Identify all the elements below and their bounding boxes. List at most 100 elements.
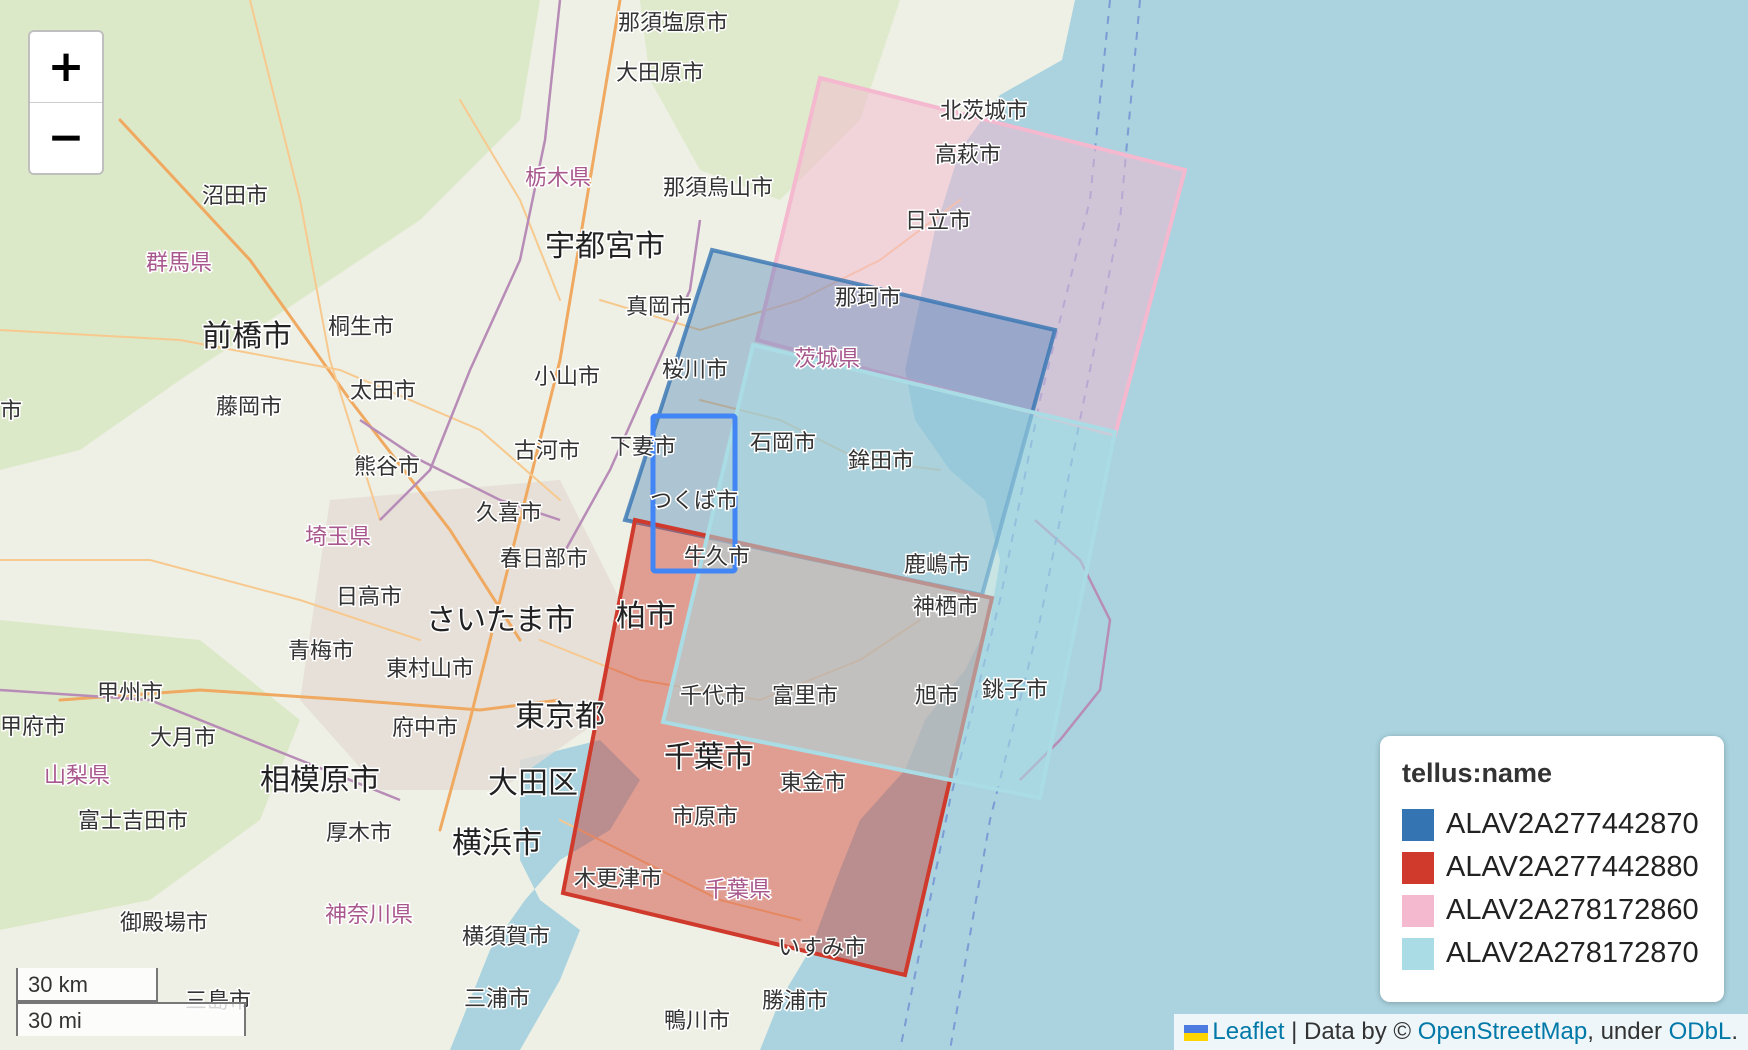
forest-area xyxy=(0,0,540,470)
place-label: 下妻市 xyxy=(610,435,676,460)
legend-title: tellus:name xyxy=(1402,758,1553,788)
place-labels: 那須塩原市 大田原市 北茨城市 高萩市 栃木県 那須烏山市 沼田市 日立市 宇都… xyxy=(0,10,1050,1036)
place-label: 鉾田市 xyxy=(848,449,914,474)
place-label: 茨城県 xyxy=(794,347,860,372)
place-label: 群馬県 xyxy=(146,251,212,276)
place-label: 春日部市 xyxy=(500,547,588,572)
attribution-text: , under xyxy=(1587,1018,1669,1045)
zoom-in-button[interactable]: + xyxy=(30,32,102,103)
osm-link[interactable]: OpenStreetMap xyxy=(1417,1018,1588,1045)
forest-area xyxy=(640,0,900,200)
legend-swatch xyxy=(1402,808,1434,841)
place-label: 藤岡市 xyxy=(216,395,282,420)
place-label: 桜川市 xyxy=(662,358,728,383)
place-label: いすみ市 xyxy=(778,936,866,961)
leaflet-link[interactable]: Leaflet xyxy=(1212,1018,1285,1045)
place-label: 銚子市 xyxy=(982,678,1048,703)
place-label: 青梅市 xyxy=(288,639,354,664)
tokyo-bay xyxy=(450,740,640,1050)
place-label: 真岡市 xyxy=(626,295,692,320)
legend-item: ALAV2A277442870 xyxy=(1402,803,1702,846)
place-label: 三浦市 xyxy=(464,987,530,1012)
legend-label: ALAV2A277442880 xyxy=(1446,851,1699,883)
place-label: 那須烏山市 xyxy=(663,176,773,201)
footprint-ALAV2A278172870[interactable] xyxy=(660,342,1118,801)
legend-swatch xyxy=(1402,851,1434,884)
place-label: 古河市 xyxy=(514,439,580,464)
legend-label: ALAV2A278172860 xyxy=(1446,894,1699,926)
place-label: 前橋市 xyxy=(202,319,292,354)
place-label: 大田区 xyxy=(488,766,578,801)
place-label: 日高市 xyxy=(336,585,402,610)
place-label: 勝浦市 xyxy=(762,989,828,1014)
scale-bar: 30 km 30 mi xyxy=(16,968,246,1036)
place-label: 千代市 xyxy=(680,684,746,709)
place-label: 横須賀市 xyxy=(462,925,550,950)
legend-item: ALAV2A278172860 xyxy=(1402,889,1702,932)
legend-item: ALAV2A277442880 xyxy=(1402,846,1702,889)
zoom-control: + − xyxy=(28,30,104,175)
place-label: 神奈川県 xyxy=(325,903,413,928)
place-label: 大月市 xyxy=(150,726,216,751)
place-label: 那珂市 xyxy=(835,286,901,311)
attribution-text: . xyxy=(1731,1018,1738,1045)
place-label: 千葉県 xyxy=(705,878,771,903)
place-label: 千葉市 xyxy=(664,740,754,775)
place-label: 旭市 xyxy=(915,684,959,709)
place-label: 相模原市 xyxy=(260,763,380,798)
selection-rectangle[interactable] xyxy=(650,413,738,574)
attribution-text: | Data by © xyxy=(1284,1018,1418,1045)
place-label: 小山市 xyxy=(534,365,600,390)
place-label: 石岡市 xyxy=(750,431,816,456)
place-label: 久喜市 xyxy=(476,501,542,526)
zoom-out-button[interactable]: − xyxy=(30,103,102,173)
legend-label: ALAV2A278172870 xyxy=(1446,937,1699,969)
place-label: 鹿嶋市 xyxy=(904,553,970,578)
place-label: 太田市 xyxy=(350,379,416,404)
legend-label: ALAV2A277442870 xyxy=(1446,808,1699,840)
place-label: 大田原市 xyxy=(616,61,704,86)
place-label: 富里市 xyxy=(772,684,838,709)
attribution: Leaflet | Data by © OpenStreetMap, under… xyxy=(1174,1014,1748,1050)
place-label: 東京都 xyxy=(515,699,605,734)
place-label: 府中市 xyxy=(392,716,458,741)
ukraine-flag-icon xyxy=(1184,1025,1209,1041)
place-label: 熊谷市 xyxy=(354,455,420,480)
place-label: 柏市 xyxy=(616,599,676,634)
place-label: 甲府市 xyxy=(0,715,66,740)
place-label: 東金市 xyxy=(780,771,846,796)
place-label: 甲州市 xyxy=(97,681,163,706)
place-label: 神栖市 xyxy=(913,595,979,620)
place-label: 鴨川市 xyxy=(664,1009,730,1034)
place-label: 宇都宮市 xyxy=(545,229,665,264)
scale-mi: 30 mi xyxy=(16,1002,246,1036)
legend-item: ALAV2A278172870 xyxy=(1402,932,1702,975)
place-label: 栃木県 xyxy=(525,166,591,191)
place-label: 厚木市 xyxy=(326,821,392,846)
place-label: 市原市 xyxy=(672,805,738,830)
place-label: 沼田市 xyxy=(202,184,268,209)
place-label: 市 xyxy=(0,399,22,424)
place-label: 御殿場市 xyxy=(120,911,208,936)
place-label: 木更津市 xyxy=(574,867,662,892)
place-label: 高萩市 xyxy=(935,143,1001,168)
place-label: 横浜市 xyxy=(452,826,542,861)
place-label: 山梨県 xyxy=(44,764,110,789)
place-label: 北茨城市 xyxy=(940,99,1028,124)
place-label: つくば市 xyxy=(650,489,738,514)
place-label: 那須塩原市 xyxy=(618,11,728,36)
legend-swatch xyxy=(1402,894,1434,927)
place-label: 埼玉県 xyxy=(305,525,371,550)
place-label: 日立市 xyxy=(905,209,971,234)
urban-area xyxy=(300,480,620,790)
legend-swatch xyxy=(1402,937,1434,970)
legend: tellus:name ALAV2A277442870 ALAV2A277442… xyxy=(1380,736,1724,1002)
place-label: 東村山市 xyxy=(386,657,474,682)
odbl-link[interactable]: ODbL xyxy=(1668,1018,1732,1045)
place-label: 富士吉田市 xyxy=(78,809,188,834)
place-label: さいたま市 xyxy=(426,603,575,638)
place-label: 牛久市 xyxy=(684,545,750,570)
place-label: 桐生市 xyxy=(328,315,394,340)
